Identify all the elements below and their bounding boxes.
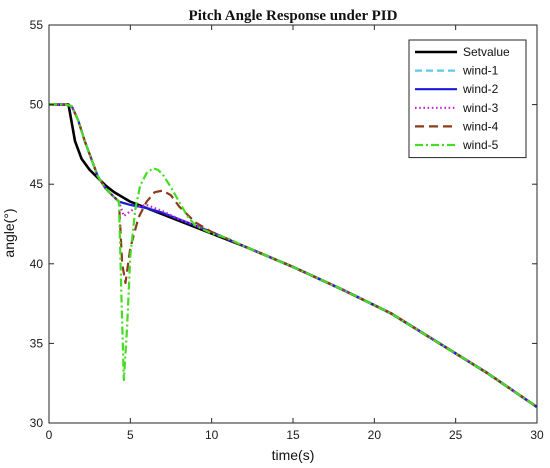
x-tick-label: 5 [127,428,134,442]
y-axis-label: angle(°) [1,208,17,257]
legend: Setvalue wind-1 wind-2 wind-3 wind-4 wind-5 [408,39,527,159]
y-tick-label: 45 [30,177,44,191]
y-tick-label: 35 [30,336,44,350]
y-tick-label: 50 [30,98,44,112]
series-group [49,103,537,409]
x-tick-label: 15 [286,428,300,442]
y-tick-label: 30 [30,416,44,430]
legend-label: wind-4 [462,119,499,133]
x-tick-label: 30 [530,428,544,442]
x-tick-label: 0 [46,428,53,442]
chart-title: Pitch Angle Response under PID [189,8,398,24]
x-tick-label: 20 [368,428,382,442]
legend-label: wind-5 [462,138,499,152]
axes: 0 5 10 15 20 25 30 30 35 40 45 50 55 [30,18,544,442]
y-tick-label: 55 [30,18,44,32]
x-axis-label: time(s) [272,447,315,463]
legend-label: wind-3 [462,101,499,115]
plot-area [49,103,537,409]
x-tick-label: 25 [449,428,463,442]
series-line-wind-5 [49,103,537,408]
legend-label: Setvalue [463,45,510,59]
y-tick-label: 40 [30,257,44,271]
x-tick-label: 10 [205,428,219,442]
legend-label: wind-2 [462,82,499,96]
legend-box [408,39,527,159]
legend-label: wind-1 [462,64,499,78]
